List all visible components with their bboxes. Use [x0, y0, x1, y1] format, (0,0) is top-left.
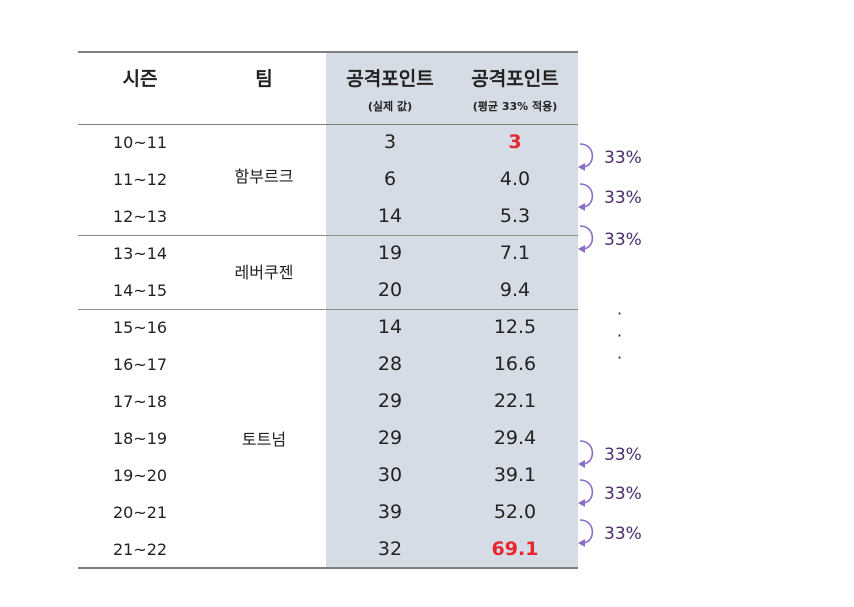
- actual-points-cell: 29: [377, 427, 403, 449]
- applied-points-cell: 29.4: [493, 427, 537, 449]
- applied-points-cell: 3: [508, 131, 522, 153]
- actual-points-cell: 19: [377, 242, 403, 264]
- actual-points-cell: 39: [377, 501, 403, 523]
- ellipsis-dot: ·: [617, 304, 623, 323]
- actual-points-cell: 29: [377, 390, 403, 412]
- team-hamburg: 함부르크: [234, 167, 294, 186]
- season-cell: 15~16: [112, 318, 168, 337]
- growth-annotation: 33%: [574, 516, 654, 556]
- applied-points-cell: 5.3: [499, 205, 531, 227]
- curved-arrow-icon: [578, 479, 594, 507]
- team-tottenham: 토트넘: [241, 430, 287, 449]
- growth-rate-label: 33%: [604, 148, 642, 168]
- applied-points-cell: 52.0: [493, 501, 537, 523]
- actual-points-cell: 28: [377, 353, 403, 375]
- ellipsis-dot: ·: [617, 326, 623, 345]
- ellipsis-vertical: · · ·: [617, 303, 622, 369]
- applied-points-cell: 69.1: [491, 538, 539, 560]
- season-cell: 19~20: [112, 466, 168, 485]
- season-cell: 12~13: [112, 207, 168, 226]
- season-cell: 18~19: [112, 429, 168, 448]
- attack-points-shaded-columns: [326, 52, 578, 568]
- season-cell: 13~14: [112, 244, 168, 263]
- growth-annotation: 33%: [574, 140, 654, 180]
- growth-annotation: 33%: [574, 476, 654, 516]
- table-bottom-rule: [78, 567, 578, 569]
- applied-points-cell: 22.1: [493, 390, 537, 412]
- team-leverkusen: 레버쿠젠: [234, 263, 294, 282]
- header-actual-title: 공격포인트: [346, 68, 434, 90]
- growth-rate-label: 33%: [604, 484, 642, 504]
- growth-rate-label: 33%: [604, 230, 642, 250]
- applied-points-cell: 16.6: [493, 353, 537, 375]
- attack-points-table: 시즌 팀 공격포인트 (실제 값) 공격포인트 (평균 33% 적용) 10~1…: [78, 51, 578, 569]
- growth-rate-label: 33%: [604, 445, 642, 465]
- group-divider-2: [78, 309, 578, 310]
- curved-arrow-icon: [578, 143, 594, 171]
- curved-arrow-icon: [578, 519, 594, 547]
- header-season: 시즌: [122, 68, 158, 90]
- season-cell: 17~18: [112, 392, 168, 411]
- header-rule: [78, 124, 578, 125]
- season-cell: 16~17: [112, 355, 168, 374]
- season-cell: 10~11: [112, 133, 168, 152]
- applied-points-cell: 4.0: [499, 168, 531, 190]
- actual-points-cell: 14: [377, 205, 403, 227]
- header-applied-sub: (평균 33% 적용): [472, 100, 558, 113]
- actual-points-cell: 32: [377, 538, 403, 560]
- actual-points-cell: 30: [377, 464, 403, 486]
- growth-rate-label: 33%: [604, 524, 642, 544]
- actual-points-cell: 20: [377, 279, 403, 301]
- applied-points-cell: 39.1: [493, 464, 537, 486]
- growth-annotation: 33%: [574, 222, 654, 262]
- curved-arrow-icon: [578, 440, 594, 468]
- growth-annotation: 33%: [574, 437, 654, 477]
- applied-points-cell: 12.5: [493, 316, 537, 338]
- growth-rate-label: 33%: [604, 188, 642, 208]
- group-divider-1: [78, 235, 578, 236]
- curved-arrow-icon: [578, 183, 594, 211]
- actual-points-cell: 14: [377, 316, 403, 338]
- header-team: 팀: [255, 68, 273, 90]
- season-cell: 14~15: [112, 281, 168, 300]
- header-applied-title: 공격포인트: [471, 68, 559, 90]
- actual-points-cell: 6: [383, 168, 397, 190]
- season-cell: 21~22: [112, 540, 168, 559]
- growth-annotation: 33%: [574, 180, 654, 220]
- applied-points-cell: 9.4: [499, 279, 531, 301]
- ellipsis-dot: ·: [617, 348, 623, 367]
- curved-arrow-icon: [578, 225, 594, 253]
- season-cell: 11~12: [112, 170, 168, 189]
- table-top-rule: [78, 51, 578, 53]
- season-cell: 20~21: [112, 503, 168, 522]
- actual-points-cell: 3: [383, 131, 397, 153]
- header-actual-sub: (실제 값): [367, 100, 413, 113]
- applied-points-cell: 7.1: [499, 242, 531, 264]
